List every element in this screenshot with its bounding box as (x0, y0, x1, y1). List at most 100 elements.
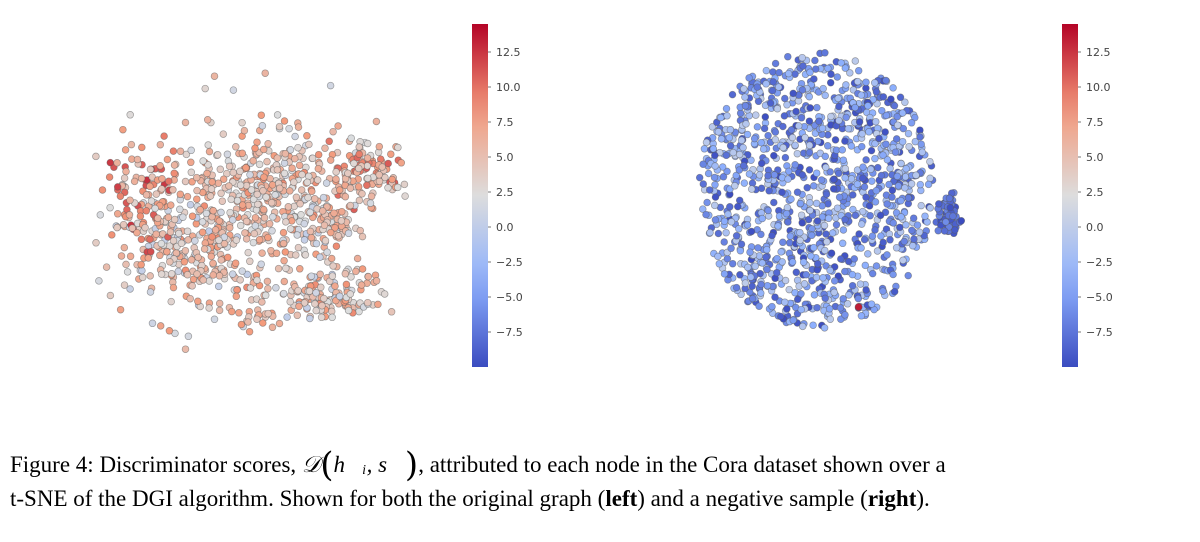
scatter-point (308, 187, 316, 196)
scatter-point (859, 174, 867, 182)
scatter-point (204, 141, 212, 149)
scatter-point (897, 159, 905, 168)
scatter-point (810, 75, 818, 83)
scatter-point (935, 200, 943, 208)
scatter-point (833, 204, 842, 212)
scatter-point (741, 102, 750, 110)
scatter-point (858, 130, 866, 138)
scatter-point (800, 280, 809, 288)
scatter-point (264, 309, 272, 318)
scatter-point (211, 226, 220, 234)
scatter-point (295, 161, 304, 170)
scatter-point (799, 258, 808, 266)
scatter-point (885, 180, 893, 189)
scatter-point (910, 235, 918, 243)
colorbar-tick-label: 5.0 (496, 151, 514, 164)
scatter-point (331, 282, 339, 290)
caption-line2-b: ) and a negative sample ( (637, 486, 868, 511)
colorbar (1062, 24, 1078, 367)
scatter-point (372, 117, 381, 126)
scatter-point (224, 253, 232, 262)
scatter-point (264, 233, 272, 242)
scatter-point (305, 140, 313, 149)
scatter-point (771, 128, 780, 136)
scatter-point (236, 167, 244, 176)
scatter-point (843, 300, 852, 308)
scatter-point (916, 133, 924, 141)
scatter-point (292, 193, 301, 202)
scatter-point (92, 152, 100, 161)
scatter-point (344, 229, 353, 238)
scatter-point (320, 221, 329, 230)
scatter-point (710, 201, 719, 210)
scatter-point (901, 98, 909, 106)
scatter-point (740, 179, 749, 187)
scatter-point (841, 311, 849, 319)
scatter-point (695, 173, 704, 182)
scatter-point (867, 146, 876, 155)
scatter-point (717, 113, 725, 122)
scatter-point (737, 240, 746, 248)
scatter-point (837, 255, 845, 263)
scatter-point (868, 232, 877, 240)
scatter-point (715, 260, 724, 268)
scatter-point (238, 149, 247, 158)
scatter-point (794, 122, 803, 130)
math-discriminator: 𝒟 (301, 452, 321, 478)
scatter-point (764, 131, 772, 140)
scatter-point (777, 248, 785, 256)
scatter-point (874, 163, 882, 172)
scatter-point (780, 112, 789, 120)
scatter-point (121, 146, 130, 154)
scatter-point (126, 196, 134, 204)
scatter-point (873, 247, 882, 255)
scatter-point (757, 138, 765, 147)
scatter-point (711, 181, 719, 189)
scatter-point (231, 259, 240, 267)
scatter-point (198, 218, 207, 226)
scatter-point (841, 164, 850, 173)
scatter-point (926, 204, 934, 212)
scatter-point (194, 297, 202, 306)
scatter-point (887, 95, 895, 103)
scatter-point (746, 248, 754, 256)
scatter-point (801, 133, 809, 142)
left-scatter-chart: 12.5 10.0 7.5 5.0 2.5 0.0 −2.5 −5.0 −7.5 (92, 24, 523, 367)
scatter-point (827, 112, 835, 121)
scatter-point (147, 247, 155, 256)
scatter-point (860, 183, 869, 191)
scatter-point (913, 221, 922, 229)
scatter-point (771, 293, 779, 301)
scatter-point (842, 81, 850, 89)
colorbar-tick-label: 12.5 (1086, 46, 1111, 59)
scatter-point (909, 214, 918, 222)
scatter-point (828, 229, 837, 237)
scatter-point (759, 145, 768, 153)
scatter-point (215, 236, 223, 244)
scatter-point (217, 256, 225, 264)
scatter-point (877, 171, 886, 180)
scatter-point (246, 171, 254, 179)
scatter-point (779, 238, 787, 247)
scatter-point (273, 111, 282, 119)
scatter-point (871, 139, 879, 148)
scatter-point (282, 264, 290, 273)
scatter-point (907, 119, 916, 127)
scatter-point (183, 227, 192, 236)
scatter-point (760, 124, 769, 133)
scatter-point (850, 255, 859, 263)
scatter-point (822, 190, 831, 198)
scatter-point (934, 226, 942, 235)
scatter-point (238, 201, 247, 209)
scatter-point (855, 230, 863, 238)
scatter-point (901, 184, 909, 192)
scatter-point (184, 332, 193, 341)
scatter-point (742, 120, 750, 128)
colorbar-tick-label: 0.0 (1086, 221, 1104, 234)
scatter-point (205, 277, 213, 285)
scatter-point (806, 206, 814, 215)
scatter-point (157, 270, 166, 278)
scatter-point (862, 78, 870, 86)
scatter-point (735, 196, 744, 205)
scatter-point (245, 327, 254, 336)
